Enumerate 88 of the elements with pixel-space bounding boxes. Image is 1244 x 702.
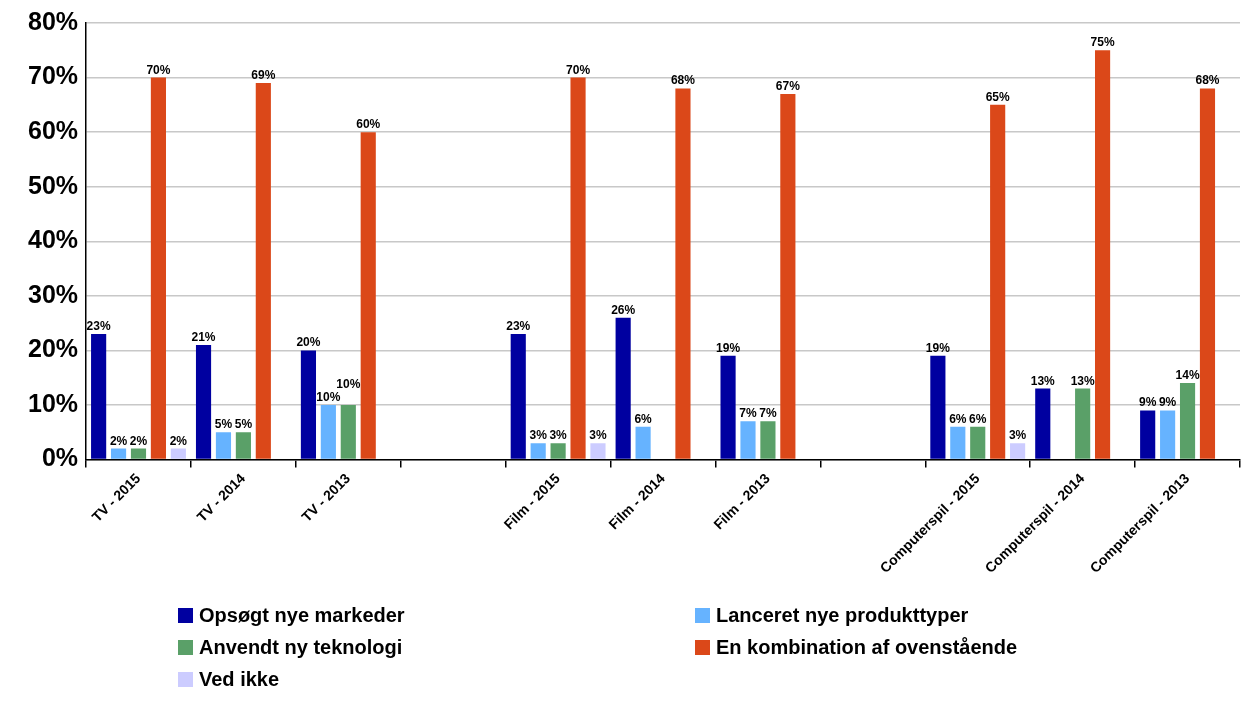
data-label: 6% [634, 411, 653, 426]
bar [150, 77, 166, 459]
bar [510, 334, 526, 459]
data-label: 68% [670, 73, 696, 88]
data-label: 10% [316, 389, 341, 404]
data-label: 6% [969, 411, 987, 426]
data-label: 23% [506, 319, 531, 334]
legend-label: Opsøgt nye markeder [199, 604, 405, 627]
data-label: 20% [296, 335, 321, 350]
y-tick-label: 30% [27, 279, 79, 308]
data-label: 6% [949, 411, 967, 426]
bar [1179, 383, 1196, 459]
y-tick-label: 50% [27, 170, 79, 199]
bar [1199, 88, 1216, 459]
y-tick-label: 20% [27, 334, 79, 363]
data-label: 13% [1030, 373, 1056, 388]
bar [570, 77, 586, 459]
data-label: 5% [214, 417, 233, 432]
bar [950, 426, 966, 459]
y-tick-label: 10% [27, 388, 79, 417]
y-tick-label: 80% [27, 6, 79, 35]
bar [720, 355, 736, 459]
data-label: 60% [356, 117, 381, 132]
data-label: 75% [1090, 35, 1115, 50]
data-label: 21% [191, 329, 216, 344]
y-tick-label: 40% [27, 225, 79, 254]
bar [1075, 388, 1091, 459]
bar [760, 421, 776, 459]
legend-label: En kombination af ovenstående [716, 636, 1018, 659]
bar [1010, 443, 1026, 459]
legend-label: Ved ikke [199, 668, 280, 691]
data-label: 26% [611, 302, 636, 317]
data-label: 67% [775, 78, 801, 93]
data-label: 2% [109, 433, 128, 448]
legend-label: Anvendt ny teknologi [199, 636, 403, 659]
data-label: 14% [1175, 368, 1200, 383]
data-label: 3% [589, 428, 607, 443]
bar [970, 426, 986, 459]
bar [1095, 50, 1111, 459]
data-label: 9% [1139, 395, 1157, 410]
legend-label: Lanceret nye produkttyper [716, 604, 969, 627]
y-tick-label: 60% [27, 116, 79, 145]
bar [1035, 388, 1051, 459]
y-tick-label: 70% [27, 61, 79, 90]
data-label: 10% [336, 376, 361, 391]
data-label: 7% [739, 406, 757, 421]
bar [255, 83, 271, 459]
bar [320, 404, 336, 459]
bar [930, 355, 946, 459]
data-label: 5% [234, 417, 253, 432]
data-label: 2% [169, 433, 188, 448]
data-label: 19% [716, 340, 741, 355]
bar [195, 344, 212, 459]
bar [615, 317, 631, 459]
data-label: 70% [146, 62, 171, 77]
bar [300, 350, 317, 459]
bar [170, 448, 186, 459]
bar [675, 88, 691, 459]
bar [990, 104, 1006, 459]
bar [340, 404, 356, 459]
data-label: 3% [549, 428, 568, 443]
data-label: 9% [1158, 395, 1177, 410]
bar [110, 448, 127, 459]
bar [780, 93, 796, 459]
bar [130, 448, 147, 459]
bar [215, 432, 232, 459]
bar [235, 432, 251, 459]
y-tick-label: 0% [41, 443, 79, 472]
bar [91, 334, 107, 459]
bar [740, 421, 756, 459]
bar [360, 132, 376, 459]
data-label: 3% [1008, 428, 1027, 443]
data-label: 23% [86, 319, 111, 334]
bar [530, 443, 546, 459]
data-label: 68% [1195, 73, 1220, 88]
data-label: 13% [1070, 373, 1095, 388]
data-label: 3% [529, 428, 548, 443]
bar [635, 426, 651, 459]
bar [1140, 410, 1156, 459]
data-label: 19% [925, 340, 951, 355]
bar [1160, 410, 1176, 459]
bar [550, 443, 566, 459]
data-label: 7% [759, 406, 777, 421]
data-label: 69% [251, 68, 276, 83]
data-label: 65% [985, 89, 1010, 104]
bar [590, 443, 606, 459]
data-label: 70% [566, 62, 591, 77]
data-label: 2% [129, 433, 148, 448]
